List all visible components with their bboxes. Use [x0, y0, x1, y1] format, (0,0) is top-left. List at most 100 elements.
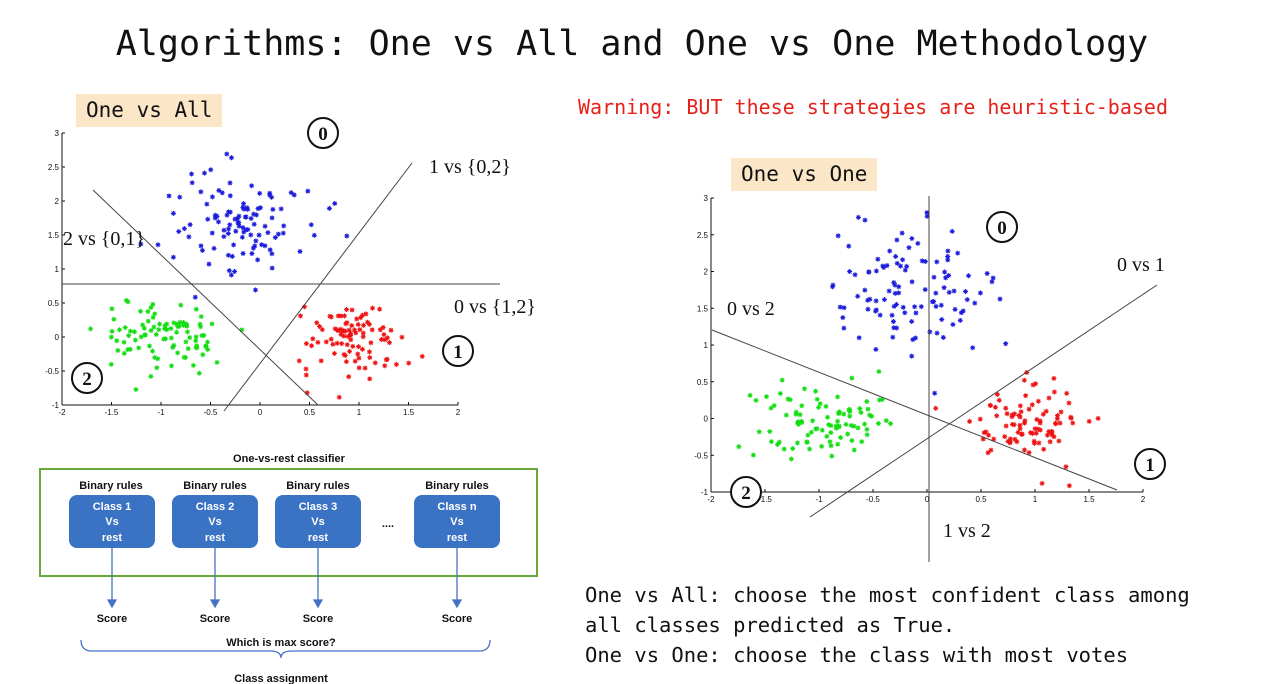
scatter-point-red: [983, 429, 989, 435]
scatter-point-red: [372, 360, 378, 366]
scatter-point-blue: [881, 264, 887, 270]
scatter-point-red: [1023, 393, 1029, 399]
scatter-point-blue: [891, 280, 897, 286]
binary-rules-label: Binary rules: [286, 480, 350, 492]
scatter-point-blue: [896, 290, 902, 296]
scatter-point-blue: [252, 243, 258, 249]
scatter-point-red: [1051, 389, 1057, 395]
scatter-point-red: [355, 351, 361, 357]
scatter-point-green: [848, 422, 854, 428]
score-label: Score: [200, 613, 231, 625]
scatter-point-red: [1070, 420, 1076, 426]
scatter-point-green: [828, 430, 834, 436]
scatter-point-green: [849, 438, 855, 444]
scatter-point-red: [1035, 398, 1041, 404]
scatter-point-blue: [305, 188, 311, 194]
scatter-point-blue: [922, 259, 928, 265]
scatter-point-blue: [918, 304, 924, 310]
scatter-point-blue: [891, 303, 897, 309]
scatter-point-blue: [862, 287, 868, 293]
warning-text: Warning: BUT these strategies are heuris…: [578, 95, 1169, 119]
score-arrows: [106, 548, 463, 609]
scatter-point-green: [767, 429, 773, 435]
scatter-point-red: [1054, 416, 1060, 422]
scatter-point-blue: [924, 210, 930, 216]
scatter-point-red: [332, 326, 338, 332]
scatter-point-green: [845, 431, 851, 437]
scatter-point-red: [302, 304, 308, 310]
scatter-point-green: [193, 306, 199, 312]
x-tick-label: -1: [815, 495, 823, 504]
scatter-point-green: [783, 412, 789, 418]
scatter-point-green: [793, 411, 799, 417]
one-vs-one-axes: -2 -1.5 -1 -0.5 0 0.5 1 1.5 2 -1 -0.5 0 0.5 1 1.5 2 2.5 3: [694, 194, 1146, 504]
scatter-point-red: [338, 331, 344, 337]
scatter-point-red: [1066, 483, 1072, 489]
scatter-point-blue: [1003, 341, 1009, 347]
y-tick-label: -1: [701, 488, 709, 497]
scatter-point-red: [342, 353, 348, 359]
scatter-point-green: [756, 429, 762, 435]
scatter-point-blue: [867, 296, 873, 302]
scatter-point-red: [1068, 414, 1074, 420]
x-tick-label: 1.5: [403, 408, 415, 417]
x-tick-label: 0.5: [975, 495, 987, 504]
ovo-class-1-marker: 1: [1134, 448, 1166, 480]
scatter-point-green: [813, 388, 819, 394]
scatter-point-blue: [900, 257, 906, 263]
scatter-point-green: [126, 333, 132, 339]
scatter-point-blue: [235, 216, 241, 222]
scatter-point-red: [384, 356, 390, 362]
scatter-point-green: [148, 328, 154, 334]
scatter-point-red: [1040, 411, 1046, 417]
scatter-point-green: [875, 420, 881, 426]
scatter-point-green: [193, 338, 199, 344]
scatter-point-blue: [847, 269, 853, 275]
scatter-point-blue: [240, 205, 246, 211]
scatter-point-green: [807, 446, 813, 452]
scatter-point-red: [1037, 427, 1043, 433]
scatter-point-blue: [236, 220, 242, 226]
scatter-point-blue: [964, 297, 970, 303]
scatter-point-red: [1003, 423, 1009, 429]
ovo-class-2-label: 2: [741, 483, 751, 504]
scatter-point-green: [187, 335, 193, 341]
scatter-point-green: [814, 396, 820, 402]
scatter-point-red: [303, 341, 309, 347]
x-tick-label: 1: [1033, 495, 1038, 504]
scatter-point-blue: [187, 222, 193, 228]
scatter-point-blue: [216, 187, 222, 193]
scatter-point-green: [776, 439, 782, 445]
scatter-point-red: [331, 351, 337, 357]
scatter-point-blue: [909, 235, 915, 241]
scatter-point-red: [357, 327, 363, 333]
x-tick-label: 0: [258, 408, 263, 417]
scatter-point-green: [121, 350, 127, 356]
scatter-point-blue: [940, 334, 946, 340]
box-line: Vs: [311, 516, 324, 528]
scatter-point-red: [1051, 434, 1057, 440]
box-line: Vs: [105, 516, 118, 528]
scatter-point-blue: [219, 190, 225, 196]
y-tick-label: 0.5: [48, 299, 60, 308]
x-tick-label: 1: [357, 408, 362, 417]
scatter-point-blue: [225, 252, 231, 258]
scatter-point-red: [992, 404, 998, 410]
scatter-point-blue: [251, 211, 257, 217]
x-tick-label: 0.5: [304, 408, 316, 417]
x-tick-label: -0.5: [866, 495, 880, 504]
scatter-point-red: [1047, 429, 1053, 435]
scatter-point-green: [147, 343, 153, 349]
scatter-point-blue: [945, 253, 951, 259]
one-vs-one-plot: -2 -1.5 -1 -0.5 0 0.5 1 1.5 2 -1 -0.5 0 0.5 1 1.5 2 2.5 3…: [694, 194, 1166, 562]
scatter-point-red: [1021, 377, 1027, 383]
scatter-point-red: [977, 416, 983, 422]
scatter-point-red: [353, 330, 359, 336]
x-tick-label: 2: [456, 408, 461, 417]
scatter-point-blue: [862, 217, 868, 223]
scatter-point-blue: [176, 229, 182, 235]
scatter-point-red: [363, 311, 369, 317]
label-2-vs-01: 2 vs {0,1}: [63, 228, 145, 250]
scatter-point-blue: [255, 206, 261, 212]
scatter-point-blue: [933, 303, 939, 309]
